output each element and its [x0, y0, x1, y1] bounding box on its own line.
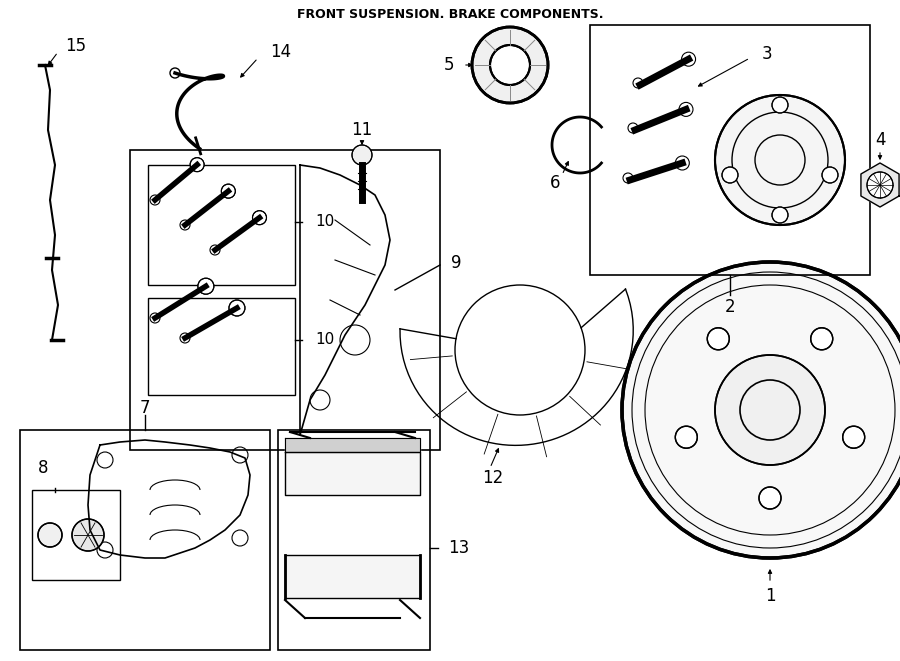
- Polygon shape: [861, 163, 899, 207]
- Circle shape: [190, 157, 204, 172]
- Circle shape: [221, 184, 235, 198]
- Text: FRONT SUSPENSION. BRAKE COMPONENTS.: FRONT SUSPENSION. BRAKE COMPONENTS.: [297, 8, 603, 21]
- Circle shape: [38, 523, 62, 547]
- Circle shape: [490, 45, 530, 85]
- Circle shape: [150, 195, 160, 205]
- Text: 6: 6: [550, 174, 560, 192]
- Text: 3: 3: [762, 45, 772, 63]
- Text: 12: 12: [482, 469, 503, 487]
- Bar: [20, 430, 270, 650]
- Circle shape: [715, 355, 825, 465]
- Circle shape: [633, 78, 643, 88]
- Text: 2: 2: [724, 298, 735, 316]
- Text: 1: 1: [765, 587, 775, 605]
- Circle shape: [772, 97, 788, 113]
- Circle shape: [759, 487, 781, 509]
- Circle shape: [150, 313, 160, 323]
- Circle shape: [722, 167, 738, 183]
- Bar: [130, 150, 440, 450]
- Bar: [32, 490, 120, 580]
- Bar: [148, 165, 295, 285]
- Bar: [148, 298, 295, 395]
- Circle shape: [681, 52, 696, 66]
- Circle shape: [180, 220, 190, 230]
- Circle shape: [707, 328, 729, 350]
- Circle shape: [822, 167, 838, 183]
- Circle shape: [472, 27, 548, 103]
- Bar: [590, 25, 870, 275]
- Circle shape: [867, 172, 893, 198]
- Text: 10: 10: [315, 332, 334, 348]
- Bar: [278, 430, 430, 650]
- Text: 10: 10: [315, 215, 334, 229]
- Circle shape: [628, 123, 638, 133]
- Circle shape: [229, 300, 245, 316]
- Circle shape: [623, 173, 633, 183]
- Circle shape: [253, 211, 266, 225]
- Circle shape: [715, 95, 845, 225]
- Circle shape: [352, 145, 372, 165]
- Circle shape: [198, 278, 214, 294]
- Polygon shape: [285, 438, 420, 452]
- Circle shape: [675, 426, 698, 448]
- Circle shape: [675, 156, 689, 170]
- Text: 15: 15: [65, 37, 86, 55]
- Text: 13: 13: [448, 539, 469, 557]
- Text: 4: 4: [875, 131, 886, 149]
- Circle shape: [811, 328, 832, 350]
- Circle shape: [210, 245, 220, 255]
- Text: 11: 11: [351, 121, 373, 139]
- Text: 7: 7: [140, 399, 150, 417]
- Circle shape: [842, 426, 865, 448]
- Circle shape: [772, 207, 788, 223]
- Circle shape: [170, 68, 180, 78]
- Circle shape: [180, 333, 190, 343]
- Text: 8: 8: [38, 459, 49, 477]
- Polygon shape: [285, 452, 420, 495]
- Text: 5: 5: [444, 56, 454, 74]
- Text: 9: 9: [451, 254, 462, 272]
- Circle shape: [622, 262, 900, 558]
- Text: 14: 14: [270, 43, 291, 61]
- Polygon shape: [285, 555, 420, 598]
- Circle shape: [679, 102, 693, 116]
- Circle shape: [72, 519, 104, 551]
